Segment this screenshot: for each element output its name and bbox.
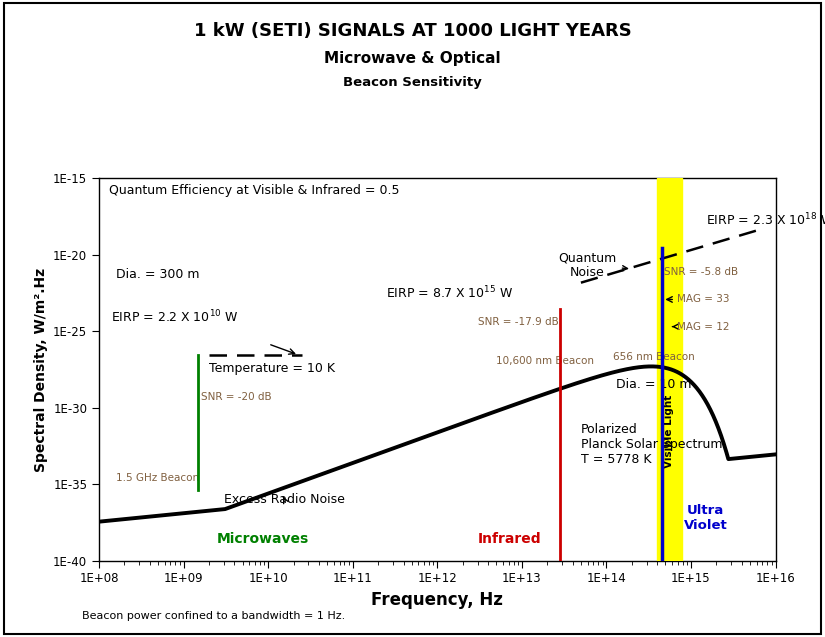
Text: EIRP = 2.2 X 10$^{10}$ W: EIRP = 2.2 X 10$^{10}$ W — [111, 309, 238, 326]
Text: 656 nm Beacon: 656 nm Beacon — [613, 352, 695, 362]
Text: EIRP = 8.7 X 10$^{15}$ W: EIRP = 8.7 X 10$^{15}$ W — [386, 285, 513, 302]
Text: Dia. = 10 m: Dia. = 10 m — [616, 378, 691, 390]
Text: Dia. = 300 m: Dia. = 300 m — [116, 268, 200, 281]
Text: MAG = 33: MAG = 33 — [676, 294, 729, 304]
Text: Infrared: Infrared — [478, 532, 541, 546]
Text: Excess Radio Noise: Excess Radio Noise — [224, 493, 345, 506]
Text: Microwaves: Microwaves — [217, 532, 309, 546]
Text: SNR = -20 dB: SNR = -20 dB — [200, 392, 271, 402]
Text: 1 kW (SETI) SIGNALS AT 1000 LIGHT YEARS: 1 kW (SETI) SIGNALS AT 1000 LIGHT YEARS — [194, 22, 631, 40]
Text: Temperature = 10 K: Temperature = 10 K — [209, 362, 335, 375]
Text: Visible Light: Visible Light — [664, 394, 674, 468]
Text: Polarized
Planck Solar Spectrum
T = 5778 K: Polarized Planck Solar Spectrum T = 5778… — [581, 423, 723, 466]
Text: Microwave & Optical: Microwave & Optical — [324, 51, 501, 66]
Text: 1.5 GHz Beacon: 1.5 GHz Beacon — [116, 473, 200, 483]
X-axis label: Frequency, Hz: Frequency, Hz — [371, 591, 503, 609]
Y-axis label: Spectral Density, W/m².Hz: Spectral Density, W/m².Hz — [34, 268, 48, 471]
Text: 10,600 nm Beacon: 10,600 nm Beacon — [497, 355, 594, 366]
Text: Quantum Efficiency at Visible & Infrared = 0.5: Quantum Efficiency at Visible & Infrared… — [109, 185, 399, 197]
Text: Beacon power confined to a bandwidth = 1 Hz.: Beacon power confined to a bandwidth = 1… — [82, 611, 346, 621]
Text: EIRP = 2.3 X 10$^{18}$ W: EIRP = 2.3 X 10$^{18}$ W — [706, 211, 825, 228]
Text: Quantum
Noise: Quantum Noise — [559, 252, 628, 280]
Text: MAG = 12: MAG = 12 — [676, 322, 729, 332]
Text: Beacon Sensitivity: Beacon Sensitivity — [343, 76, 482, 89]
Text: SNR = -5.8 dB: SNR = -5.8 dB — [664, 266, 738, 276]
Text: SNR = -17.9 dB: SNR = -17.9 dB — [478, 317, 559, 327]
Bar — [658, 178, 682, 561]
Text: Ultra
Violet: Ultra Violet — [684, 504, 728, 532]
